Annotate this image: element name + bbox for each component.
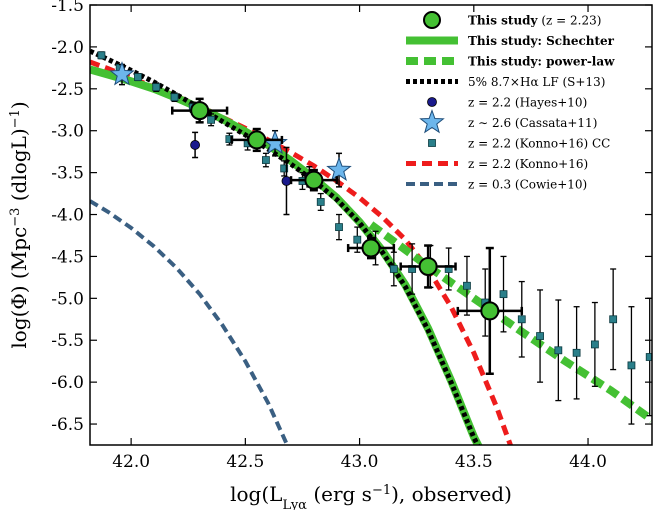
point-this-study — [480, 301, 500, 321]
plot-frame — [89, 4, 653, 446]
y-tick-label: -5.0 — [51, 289, 84, 309]
x-tick-label: 43.0 — [341, 452, 379, 472]
point-konno16cc — [499, 290, 508, 299]
x-tick-label: 44.0 — [569, 452, 607, 472]
point-this-study — [361, 238, 381, 258]
legend-item-cassata11: z ∼ 2.6 (Cassata+11) — [419, 109, 597, 134]
point-konno16cc — [517, 315, 526, 324]
point-konno16cc — [262, 156, 270, 164]
point-konno16cc — [207, 115, 215, 124]
series-line-sobral13 — [90, 48, 481, 445]
point-this-study — [418, 256, 438, 276]
point-konno16cc — [170, 93, 179, 102]
point-this-study — [304, 170, 324, 190]
point-konno16cc — [389, 265, 398, 273]
x-axis-label: log(LLyα (erg s−1), observed) — [230, 482, 512, 510]
x-tick-label: 42.5 — [226, 452, 264, 472]
y-tick-label: -6.0 — [51, 373, 84, 393]
legend: This study (z = 2.23) This study: Schecht… — [406, 11, 615, 192]
point-konno16cc — [645, 353, 652, 361]
legend-label: z = 0.3 (Cowie+10) — [468, 178, 587, 192]
y-tick-label: -1.5 — [51, 0, 84, 16]
point-hayes10 — [281, 176, 292, 186]
legend-label: This study (z = 2.23) — [468, 14, 601, 28]
point-cassata11 — [326, 156, 352, 181]
point-konno16cc — [335, 223, 343, 231]
point-cassata11 — [109, 61, 135, 86]
point-konno16cc — [590, 340, 599, 349]
point-konno16cc — [627, 361, 636, 370]
y-tick-label: -4.0 — [51, 206, 84, 226]
y-tick-label: -2.0 — [51, 38, 84, 58]
legend-marker — [427, 97, 437, 107]
legend-marker — [419, 109, 445, 134]
legend-marker — [423, 11, 441, 29]
y-tick-label: -4.5 — [51, 247, 84, 267]
y-axis: -1.5 -2.0 -2.5 -3.0 -3.5 -4.0 -4.5 -5.0 -5.5 -6.0… — [51, 0, 652, 435]
point-this-study — [247, 130, 267, 150]
y-tick-label: -6.5 — [51, 415, 84, 435]
legend-label: This study: power-law — [468, 55, 615, 69]
x-tick-label: 42.0 — [112, 452, 150, 472]
point-konno16cc — [536, 332, 544, 340]
legend-item-konno16cc: z = 2.2 (Konno+16) CC — [428, 137, 610, 151]
point-konno16cc — [463, 281, 471, 290]
point-konno16cc — [609, 315, 618, 324]
point-konno16cc — [280, 164, 289, 173]
x-axis: 42.0 42.5 43.0 43.5 44.0 — [112, 5, 607, 472]
legend-label: z = 2.2 (Hayes+10) — [468, 96, 587, 110]
legend-item-this_study: This study (z = 2.23) — [423, 11, 601, 29]
point-konno16cc — [554, 346, 563, 355]
point-hayes10 — [190, 140, 200, 150]
y-tick-label: -2.5 — [51, 80, 84, 100]
legend-item-schechter: This study: Schechter — [406, 34, 615, 48]
point-konno16cc — [316, 198, 325, 206]
x-tick-label: 43.5 — [455, 452, 493, 472]
legend-label-suffix: (z = 2.23) — [538, 14, 602, 28]
legend-label: 5% 8.7×Hα LF (S+13) — [468, 75, 605, 89]
point-konno16cc — [572, 348, 581, 357]
point-konno16cc — [152, 83, 161, 92]
legend-marker — [428, 139, 436, 147]
legend-item-powerlaw: This study: power-law — [406, 55, 615, 69]
point-this-study — [190, 101, 210, 121]
legend-item-cowie10: z = 0.3 (Cowie+10) — [406, 178, 587, 192]
series-line-powerlaw — [368, 221, 652, 424]
legend-item-hayes10: z = 2.2 (Hayes+10) — [427, 96, 587, 110]
point-konno16cc — [97, 51, 106, 60]
point-konno16cc — [353, 235, 362, 244]
y-tick-label: -5.5 — [51, 331, 84, 351]
legend-label: z = 2.2 (Konno+16) CC — [468, 137, 610, 151]
y-tick-label: -3.5 — [51, 164, 84, 184]
plot-area — [90, 48, 652, 445]
legend-label: z = 2.2 (Konno+16) — [468, 157, 588, 171]
y-axis-label: log(Φ) (Mpc−3 (dlogL)−1) — [7, 101, 31, 348]
legend-item-konno16: z = 2.2 (Konno+16) — [406, 157, 588, 171]
legend-item-sobral13: 5% 8.7×Hα LF (S+13) — [406, 75, 605, 89]
data-points — [97, 51, 652, 425]
legend-label: This study: Schechter — [468, 34, 615, 48]
point-konno16cc — [134, 73, 142, 81]
y-tick-label: -3.0 — [51, 122, 84, 142]
legend-label: z ∼ 2.6 (Cassata+11) — [468, 116, 597, 130]
series-line-cowie10 — [90, 199, 290, 445]
